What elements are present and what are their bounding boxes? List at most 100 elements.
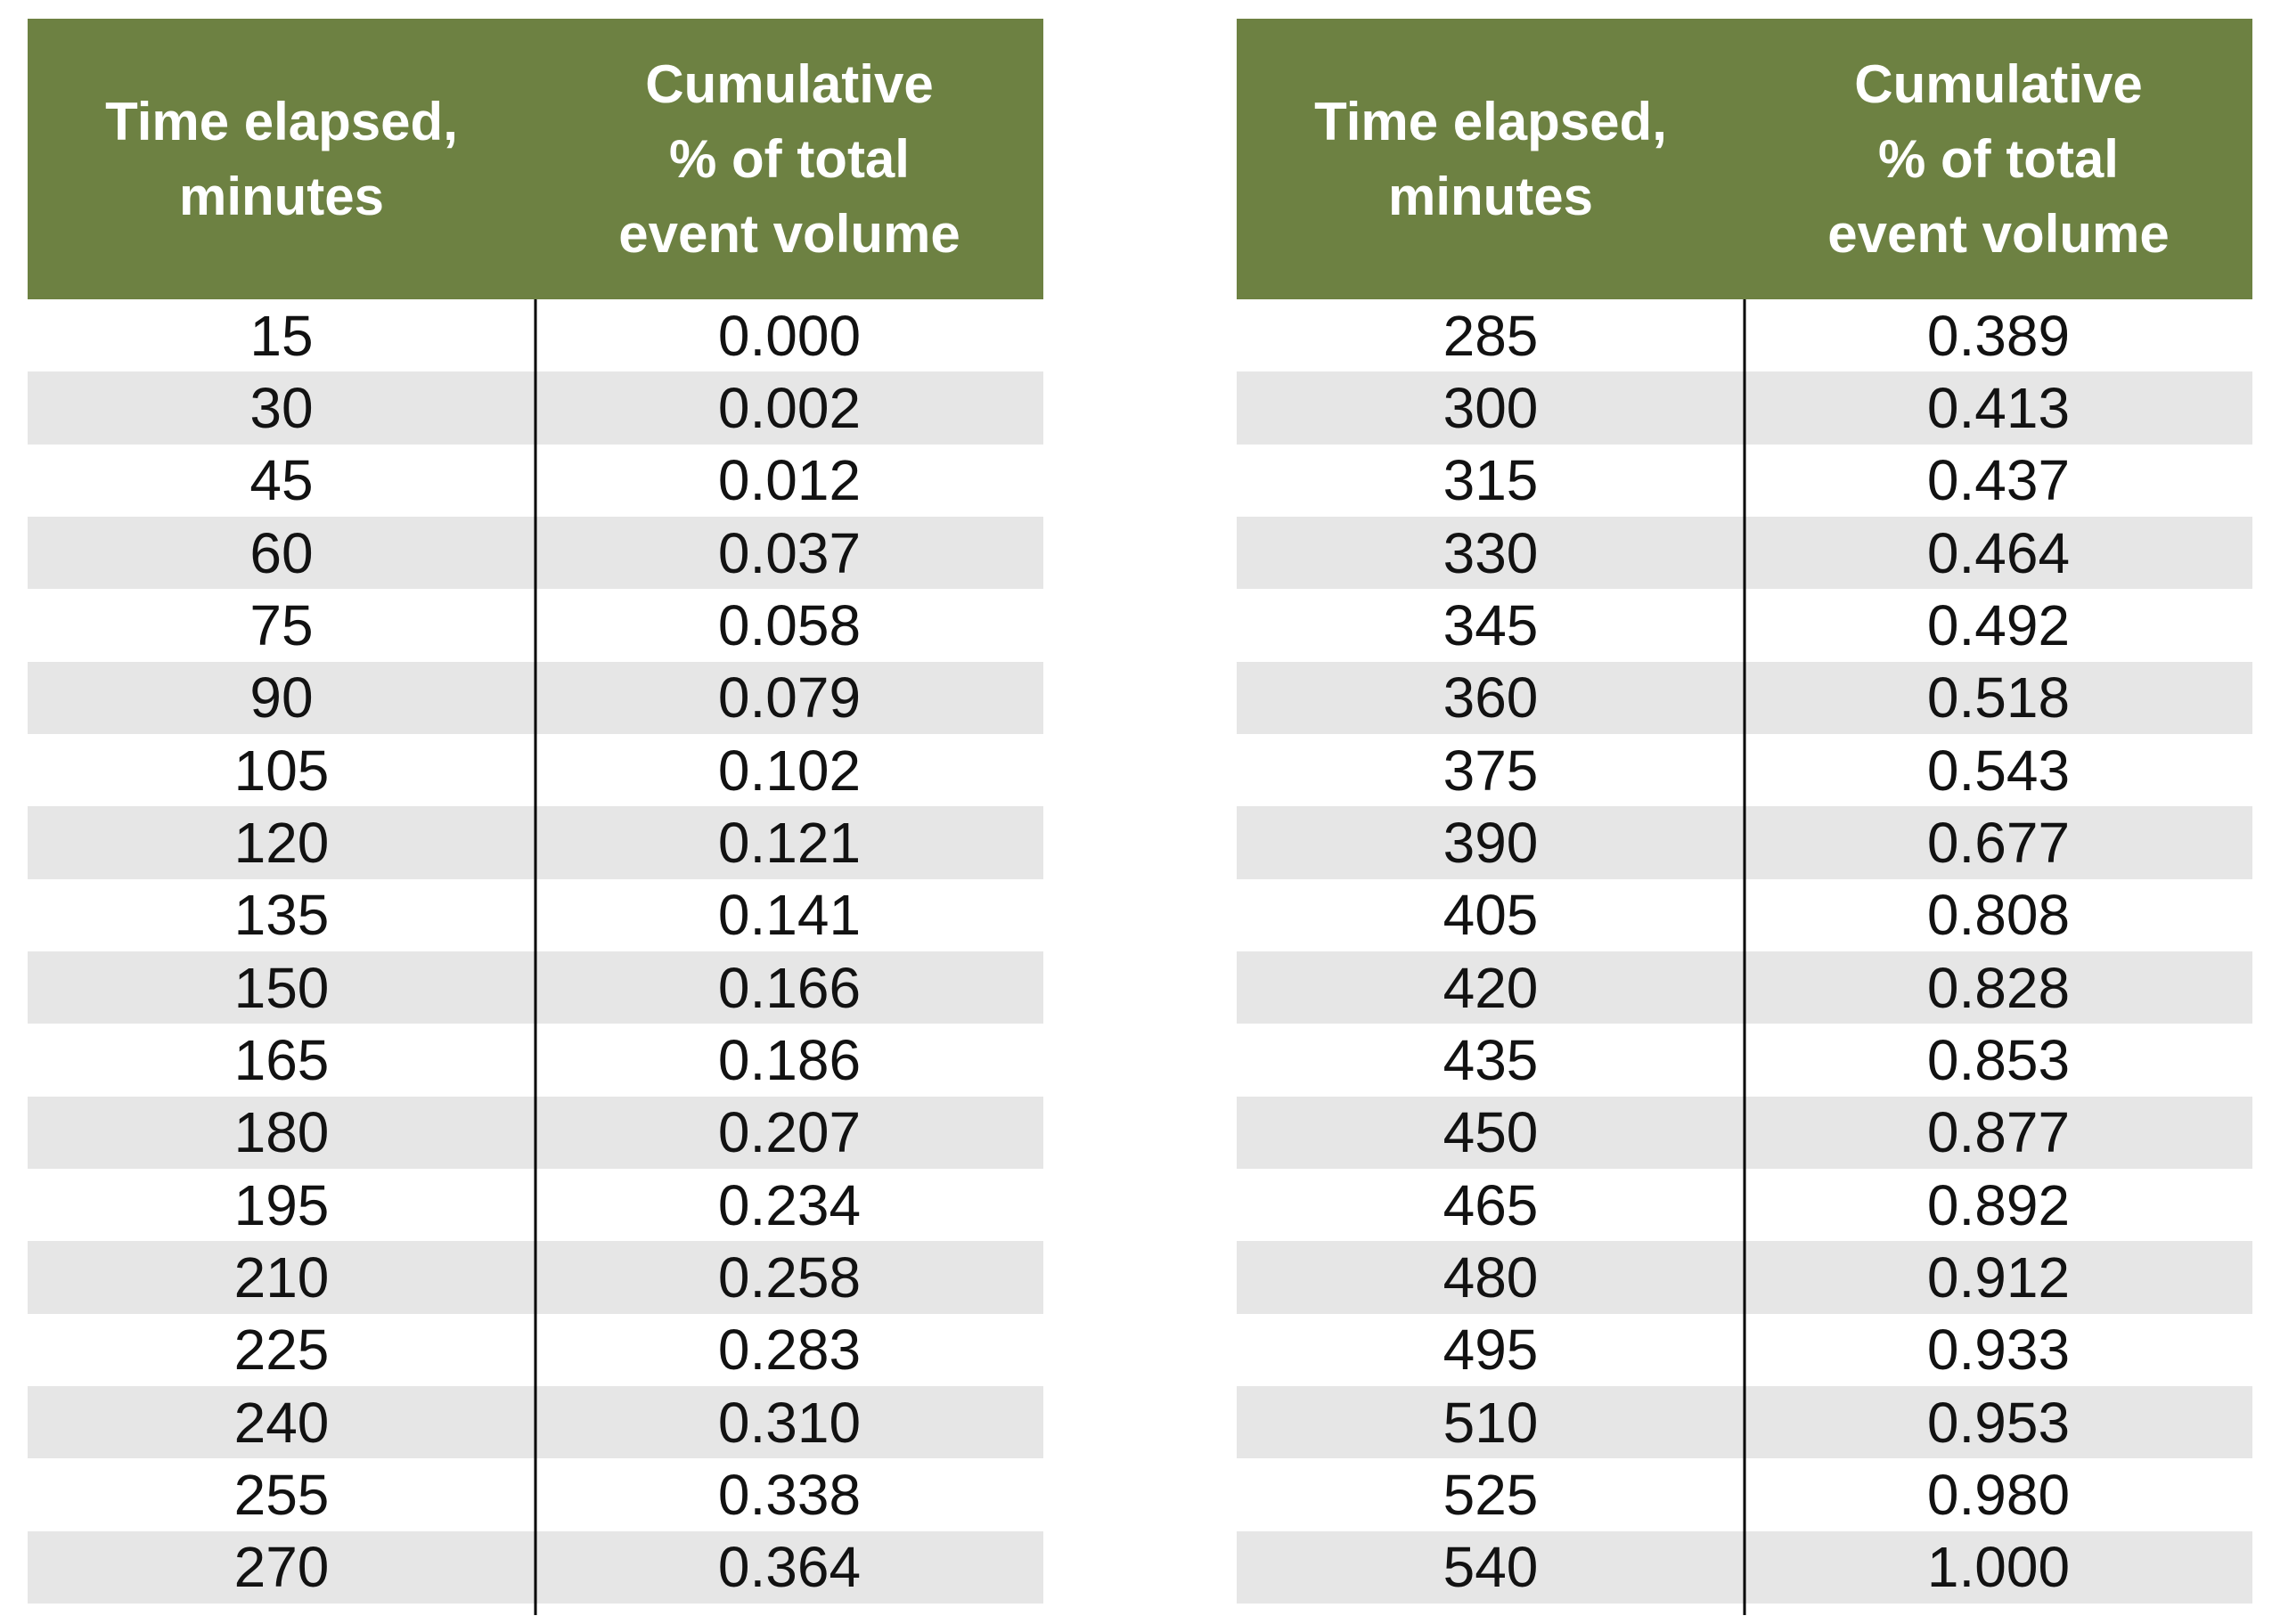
time-cell: 255 (233, 1462, 330, 1527)
time-cell: 210 (233, 1245, 330, 1310)
table-row: 510 0.953 (1237, 1385, 2252, 1459)
time-cell: 345 (1442, 592, 1539, 657)
value-cell: 0.037 (717, 520, 862, 585)
time-cell: 90 (249, 665, 314, 730)
time-cell: 105 (233, 738, 330, 803)
value-cell: 0.002 (717, 375, 862, 440)
header-line: Cumulative (645, 53, 934, 114)
col-header-cumulative-volume: Cumulative % of total event volume (535, 19, 1043, 299)
table-row: 210 0.258 (28, 1241, 1043, 1314)
value-cell: 0.828 (1926, 955, 2071, 1020)
col-header-time-elapsed: Time elapsed, minutes (28, 19, 535, 299)
table-row: 465 0.892 (1237, 1168, 2252, 1242)
value-cell: 0.933 (1926, 1318, 2071, 1383)
value-cell: 0.012 (717, 448, 862, 513)
header-line: Time elapsed, (105, 91, 458, 151)
time-cell: 240 (233, 1390, 330, 1455)
event-volume-table-left: Time elapsed, minutes Cumulative % of to… (28, 19, 1043, 1604)
value-cell: 0.808 (1926, 883, 2071, 948)
table-row: 30 0.002 (28, 371, 1043, 445)
table-row: 375 0.543 (1237, 733, 2252, 807)
value-cell: 1.000 (1926, 1535, 2071, 1600)
table-row: 285 0.389 (1237, 299, 2252, 372)
time-cell: 435 (1442, 1027, 1539, 1092)
value-cell: 0.207 (717, 1100, 862, 1165)
time-cell: 120 (233, 810, 330, 875)
value-cell: 0.258 (717, 1245, 862, 1310)
header-line: minutes (1387, 166, 1594, 226)
table-row: 90 0.079 (28, 661, 1043, 734)
time-cell: 30 (249, 375, 314, 440)
time-cell: 60 (249, 520, 314, 585)
time-cell: 450 (1442, 1100, 1539, 1165)
value-cell: 0.912 (1926, 1245, 2071, 1310)
table-row: 15 0.000 (28, 299, 1043, 372)
header-line: minutes (178, 166, 385, 226)
time-cell: 285 (1442, 303, 1539, 368)
table-row: 435 0.853 (1237, 1024, 2252, 1097)
table-body: 15 0.000 30 0.002 45 0.012 60 0.037 75 0.058 90 0.0… (28, 299, 1043, 1604)
value-cell: 0.892 (1926, 1172, 2071, 1237)
value-cell: 0.677 (1926, 810, 2071, 875)
table-row: 270 0.364 (28, 1530, 1043, 1604)
table-row: 135 0.141 (28, 878, 1043, 951)
time-cell: 315 (1442, 448, 1539, 513)
value-cell: 0.121 (717, 810, 862, 875)
header-line: % of total (1878, 128, 2119, 189)
time-cell: 420 (1442, 955, 1539, 1020)
value-cell: 0.413 (1926, 375, 2071, 440)
table-row: 390 0.677 (1237, 806, 2252, 879)
table-row: 345 0.492 (1237, 589, 2252, 662)
table-row: 360 0.518 (1237, 661, 2252, 734)
time-cell: 510 (1442, 1390, 1539, 1455)
time-cell: 15 (249, 303, 314, 368)
table-row: 255 0.338 (28, 1458, 1043, 1531)
time-cell: 195 (233, 1172, 330, 1237)
value-cell: 0.079 (717, 665, 862, 730)
value-cell: 0.338 (717, 1462, 862, 1527)
table-header: Time elapsed, minutes Cumulative % of to… (28, 19, 1043, 299)
time-cell: 390 (1442, 810, 1539, 875)
value-cell: 0.518 (1926, 665, 2071, 730)
table-row: 315 0.437 (1237, 444, 2252, 517)
table-row: 195 0.234 (28, 1168, 1043, 1242)
table-row: 495 0.933 (1237, 1313, 2252, 1386)
table-row: 330 0.464 (1237, 516, 2252, 590)
value-cell: 0.980 (1926, 1462, 2071, 1527)
time-cell: 465 (1442, 1172, 1539, 1237)
value-cell: 0.186 (717, 1027, 862, 1092)
tables-wrap: Time elapsed, minutes Cumulative % of to… (28, 19, 2252, 1604)
value-cell: 0.953 (1926, 1390, 2071, 1455)
table-row: 60 0.037 (28, 516, 1043, 590)
table-row: 150 0.166 (28, 951, 1043, 1024)
header-line: event volume (618, 203, 960, 264)
time-cell: 405 (1442, 883, 1539, 948)
time-cell: 135 (233, 883, 330, 948)
time-cell: 495 (1442, 1318, 1539, 1383)
value-cell: 0.102 (717, 738, 862, 803)
table-row: 525 0.980 (1237, 1458, 2252, 1531)
time-cell: 75 (249, 592, 314, 657)
time-cell: 270 (233, 1535, 330, 1600)
value-cell: 0.853 (1926, 1027, 2071, 1092)
table-row: 180 0.207 (28, 1096, 1043, 1169)
table-row: 45 0.012 (28, 444, 1043, 517)
time-cell: 480 (1442, 1245, 1539, 1310)
value-cell: 0.058 (717, 592, 862, 657)
time-cell: 150 (233, 955, 330, 1020)
value-cell: 0.364 (717, 1535, 862, 1600)
time-cell: 540 (1442, 1535, 1539, 1600)
table-row: 120 0.121 (28, 806, 1043, 879)
time-cell: 300 (1442, 375, 1539, 440)
col-header-time-elapsed: Time elapsed, minutes (1237, 19, 1745, 299)
value-cell: 0.000 (717, 303, 862, 368)
table-row: 405 0.808 (1237, 878, 2252, 951)
table-row: 75 0.058 (28, 589, 1043, 662)
table-row: 540 1.000 (1237, 1530, 2252, 1604)
value-cell: 0.543 (1926, 738, 2071, 803)
table-body: 285 0.389 300 0.413 315 0.437 330 0.464 345 0.492… (1237, 299, 2252, 1604)
table-row: 300 0.413 (1237, 371, 2252, 445)
table-header: Time elapsed, minutes Cumulative % of to… (1237, 19, 2252, 299)
value-cell: 0.389 (1926, 303, 2071, 368)
time-cell: 225 (233, 1318, 330, 1383)
